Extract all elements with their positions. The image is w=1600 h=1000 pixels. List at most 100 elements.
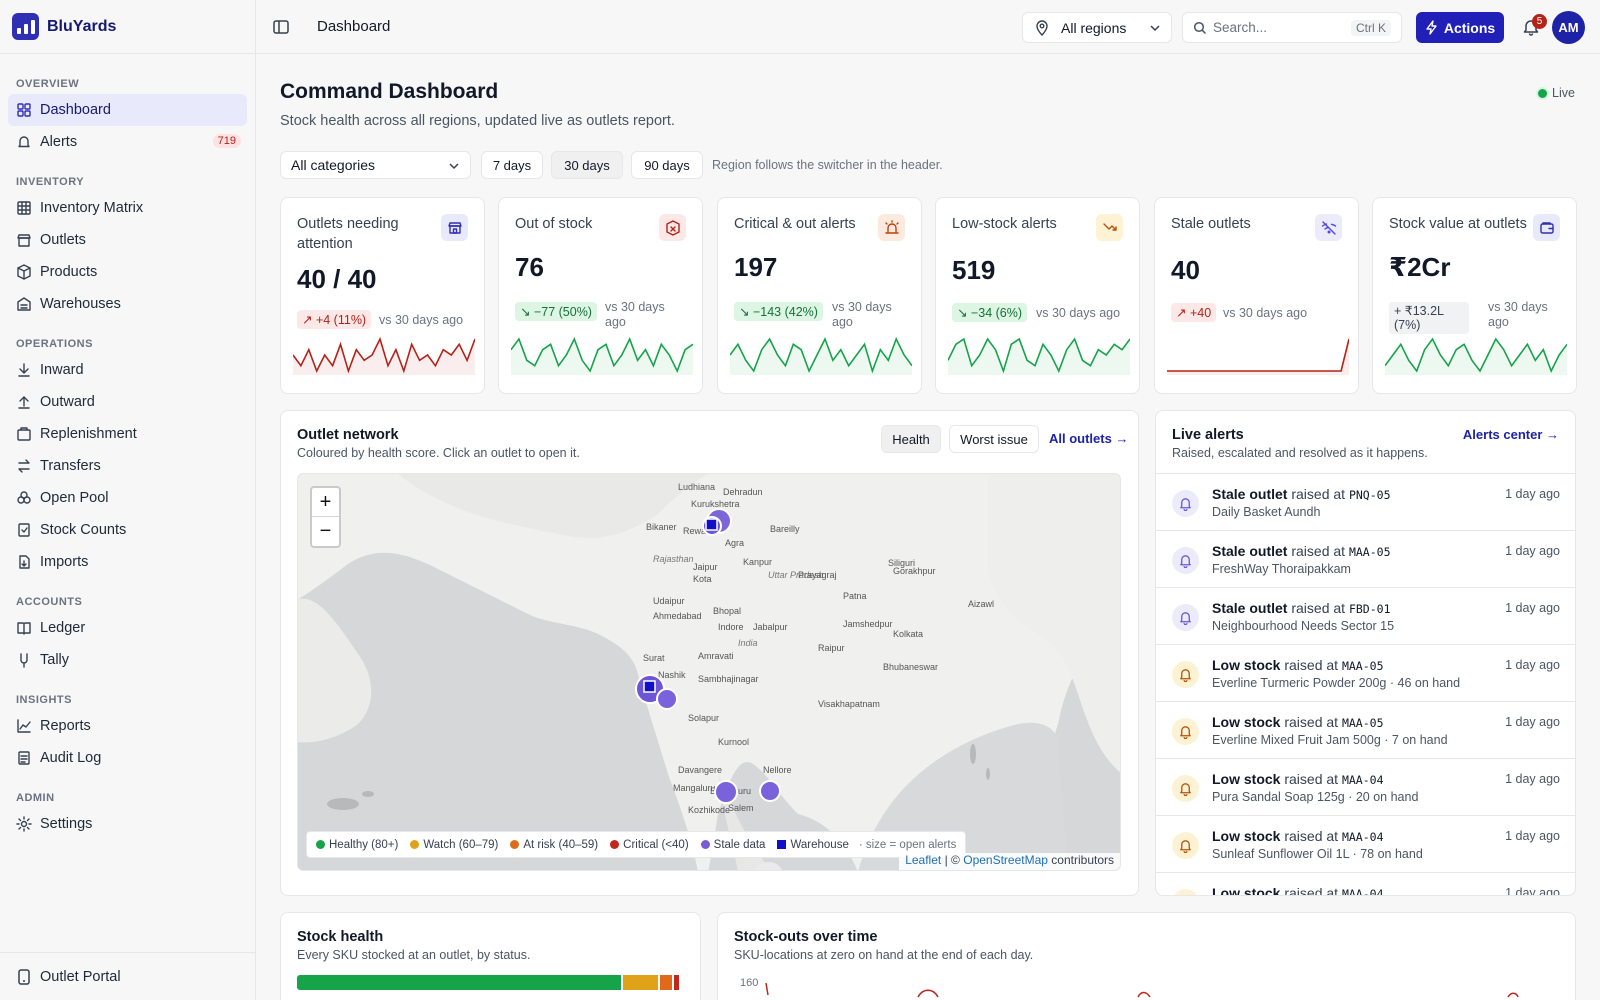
alerts-center-link[interactable]: Alerts center → — [1462, 427, 1559, 442]
map-label-jabalpur: Jabalpur — [753, 622, 788, 632]
page-title: Command Dashboard — [280, 80, 499, 103]
kpi-sparkline — [730, 336, 912, 375]
kpi-delta: ↘ −77 (50%) — [515, 302, 597, 321]
region-select[interactable]: All regions — [1022, 12, 1172, 43]
sidebar-item-products[interactable]: Products — [8, 256, 247, 288]
alert-row[interactable]: Low stock raised at MAA-04 Pura Sandal So… — [1156, 758, 1575, 815]
range-7-days-button[interactable]: 7 days — [481, 151, 543, 179]
region-value: All regions — [1061, 19, 1127, 36]
map-attribution: Leaflet | © OpenStreetMap contributors — [899, 853, 1120, 870]
sidebar-item-inward[interactable]: Inward — [8, 354, 247, 386]
map-label-ludhiana: Ludhiana — [678, 482, 716, 492]
avatar[interactable]: AM — [1552, 11, 1585, 44]
sidebar-item-ledger[interactable]: Ledger — [8, 612, 247, 644]
zoom-out-button[interactable]: − — [319, 520, 332, 542]
health-mode-button[interactable]: Health — [881, 425, 941, 453]
sidebar-item-label: Settings — [40, 816, 93, 832]
kpi-delta-note: vs 30 days ago — [1223, 306, 1308, 320]
legend-swatch-icon — [410, 839, 420, 849]
kpi-card-outlets-needing-attention[interactable]: Outlets needing attention 40 / 40 ↗ +4 (11… — [280, 197, 485, 394]
kpi-card-critical-out-alerts[interactable]: Critical & out alerts 197 ↘ −143 (42%) vs 3… — [717, 197, 922, 394]
sidebar-item-settings[interactable]: Settings — [8, 808, 247, 840]
alert-headline: Low stock raised at MAA-05 — [1212, 714, 1384, 730]
search-input[interactable]: Search... Ctrl K — [1182, 12, 1402, 43]
sparkline-area — [511, 339, 693, 375]
outlet-marker — [759, 780, 781, 802]
low-stock-bell-icon — [1172, 775, 1199, 802]
sidebar-item-audit-log[interactable]: Audit Log — [8, 742, 247, 774]
actions-button[interactable]: Actions — [1416, 12, 1504, 43]
kpi-card-out-of-stock[interactable]: Out of stock 76 ↘ −77 (50%) vs 30 days ago — [498, 197, 703, 394]
sidebar-item-label: Inventory Matrix — [40, 200, 144, 216]
low-stock-bell-icon — [1172, 832, 1199, 859]
kpi-card-stale-outlets[interactable]: Stale outlets 40 ↗ +40 vs 30 days ago — [1154, 197, 1359, 394]
alert-row[interactable]: Stale outlet raised at PNQ-05 Daily Baske… — [1156, 473, 1575, 530]
sparkline-line — [730, 336, 912, 374]
sidebar-item-label: Ledger — [40, 620, 86, 636]
sidebar-item-open-pool[interactable]: Open Pool — [8, 482, 247, 514]
kpi-card-stock-value-at-outlets[interactable]: Stock value at outlets ₹2Cr + ₹13.2L (7%) v… — [1372, 197, 1577, 394]
kpi-card-low-stock-alerts[interactable]: Low-stock alerts 519 ↘ −34 (6%) vs 30 days … — [935, 197, 1140, 394]
zoom-in-button[interactable]: + — [312, 488, 339, 517]
worst-issue-mode-button[interactable]: Worst issue — [949, 425, 1039, 453]
sidebar-item-outlets[interactable]: Outlets — [8, 224, 247, 256]
sidebar-item-label: Dashboard — [40, 102, 111, 118]
legend-items: Healthy (80+) Watch (60–79) At risk (40–59… — [316, 839, 849, 851]
kpi-delta: ↗ +4 (11%) — [297, 310, 372, 329]
alert-row[interactable]: Stale outlet raised at FBD-01 Neighbourho… — [1156, 587, 1575, 644]
alert-detail: Sunleaf Sunflower Oil 1L · 78 on hand — [1212, 847, 1423, 861]
range-90-days-button[interactable]: 90 days — [631, 151, 703, 179]
range-30-days-button[interactable]: 30 days — [551, 151, 623, 179]
map-label-bikaner: Bikaner — [646, 522, 677, 532]
sidebar-item-replenishment[interactable]: Replenishment — [8, 418, 247, 450]
leaflet-link[interactable]: Leaflet — [905, 853, 942, 867]
kpi-title: Out of stock — [515, 216, 593, 232]
category-select[interactable]: All categories — [280, 151, 471, 179]
kpi-sparkline — [511, 336, 693, 375]
sidebar-item-reports[interactable]: Reports — [8, 710, 247, 742]
sidebar-item-warehouses[interactable]: Warehouses — [8, 288, 247, 320]
sidebar-item-transfers[interactable]: Transfers — [8, 450, 247, 482]
outlet-map[interactable]: Ludhiana Dehradun Kurukshetra Bikaner Rewari… — [297, 473, 1121, 871]
outlet-portal-link[interactable]: Outlet Portal — [8, 961, 247, 993]
attribution-separator: | — [944, 853, 948, 867]
actions-label: Actions — [1443, 19, 1496, 36]
alert-row[interactable]: Low stock raised at MAA-04 Sunleaf Sunflo… — [1156, 815, 1575, 872]
stockouts-card: Stock-outs over time SKU-locations at ze… — [717, 912, 1576, 1000]
search-placeholder: Search... — [1213, 20, 1268, 35]
section-title-operations: OPERATIONS — [16, 338, 93, 350]
sidebar-item-label: Open Pool — [40, 490, 109, 506]
all-outlets-link[interactable]: All outlets → — [1049, 431, 1129, 446]
replenishment-icon — [16, 426, 32, 442]
sidebar-item-alerts[interactable]: Alerts 719 — [8, 126, 247, 158]
map-label-patna: Patna — [843, 591, 867, 601]
sidebar-item-inventory-matrix[interactable]: Inventory Matrix — [8, 192, 247, 224]
brand-name: BluYards — [47, 17, 117, 35]
dashboard-icon — [16, 102, 32, 118]
legend-label: Critical (<40) — [623, 838, 689, 851]
alert-outlet-code: MAA-05 — [1348, 545, 1391, 559]
sidebar-item-dashboard[interactable]: Dashboard — [8, 94, 247, 126]
sidebar-item-tally[interactable]: Tally — [8, 644, 247, 676]
alert-outlet-code: MAA-05 — [1341, 716, 1384, 730]
alert-row[interactable]: Low stock raised at MAA-04 1 day ago — [1156, 872, 1575, 895]
map-basemap — [298, 474, 1120, 870]
sidebar-item-imports[interactable]: Imports — [8, 546, 247, 578]
map-label-jamshedpur: Jamshedpur — [843, 619, 893, 629]
sidebar-item-stock-counts[interactable]: Stock Counts — [8, 514, 247, 546]
live-label: Live — [1552, 86, 1575, 100]
alert-row[interactable]: Low stock raised at MAA-05 Everline Turme… — [1156, 644, 1575, 701]
alert-row[interactable]: Low stock raised at MAA-05 Everline Mixed… — [1156, 701, 1575, 758]
map-label-prayagraj: Prayagraj — [798, 570, 837, 580]
sparkline-line — [511, 336, 693, 374]
osm-link[interactable]: OpenStreetMap — [963, 853, 1048, 867]
alert-raised-word: raised at — [1284, 657, 1339, 673]
alert-row[interactable]: Stale outlet raised at MAA-05 FreshWay Th… — [1156, 530, 1575, 587]
health-segment-at-risk — [660, 975, 672, 990]
alert-outlet-code: PNQ-05 — [1348, 488, 1391, 502]
chevron-down-icon — [1149, 22, 1161, 34]
sidebar-toggle-icon[interactable] — [272, 18, 290, 36]
brand[interactable]: BluYards — [0, 0, 255, 54]
topbar: Dashboard All regions Search... Ctrl K A… — [256, 0, 1600, 54]
sidebar-item-outward[interactable]: Outward — [8, 386, 247, 418]
